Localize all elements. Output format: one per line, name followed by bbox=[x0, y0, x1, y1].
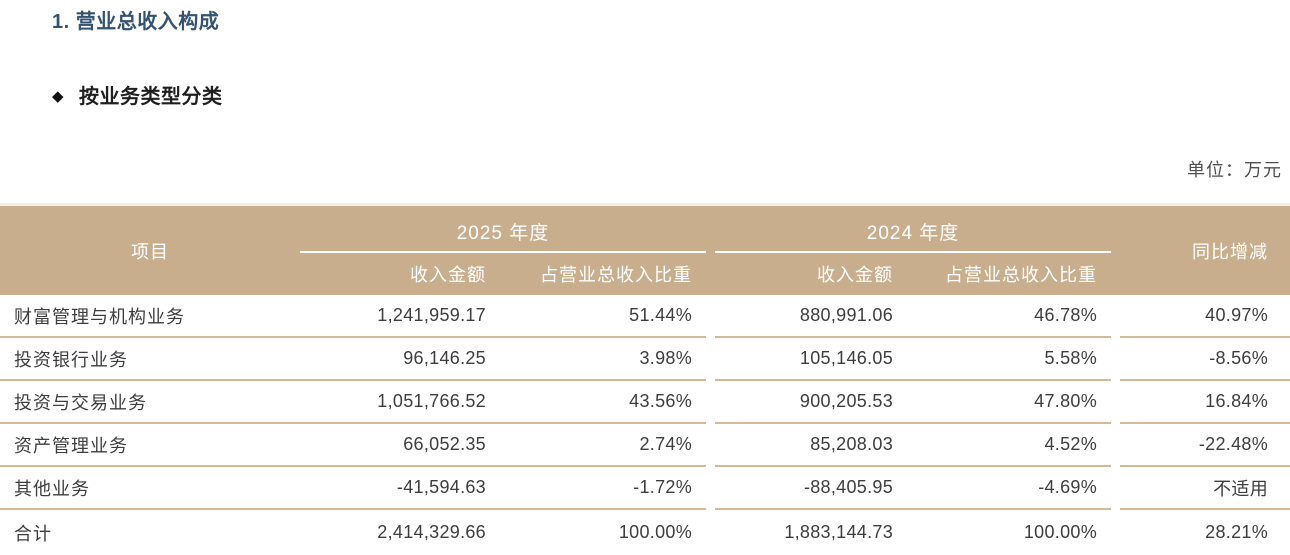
row-item-label: 其他业务 bbox=[0, 467, 300, 510]
cell-2024-amount: 85,208.03 bbox=[715, 424, 908, 467]
table-row: 财富管理与机构业务 1,241,959.17 51.44% 880,991.06… bbox=[0, 295, 1290, 338]
cell-spacer bbox=[1111, 338, 1121, 381]
header-2025-amount: 收入金额 bbox=[300, 253, 500, 295]
table-row: 资产管理业务 66,052.35 2.74% 85,208.03 4.52% -… bbox=[0, 424, 1290, 467]
cell-spacer bbox=[706, 467, 716, 510]
cell-2024-percent: 4.52% bbox=[907, 424, 1112, 467]
header-2024-percent: 占营业总收入比重 bbox=[907, 253, 1112, 295]
table-body: 财富管理与机构业务 1,241,959.17 51.44% 880,991.06… bbox=[0, 295, 1290, 555]
header-year-2024: 2024 年度 bbox=[715, 206, 1112, 253]
header-spacer bbox=[706, 206, 716, 295]
cell-2025-amount: 66,052.35 bbox=[300, 424, 500, 467]
unit-label: 单位：万元 bbox=[1187, 160, 1282, 180]
header-2025-percent: 占营业总收入比重 bbox=[500, 253, 707, 295]
cell-2024-percent: 47.80% bbox=[907, 381, 1112, 424]
section-subtitle-label: 按业务类型分类 bbox=[79, 86, 223, 108]
cell-yoy-change: 40.97% bbox=[1120, 295, 1290, 338]
cell-spacer bbox=[706, 295, 716, 338]
cell-yoy-change: -22.48% bbox=[1120, 424, 1290, 467]
header-spacer bbox=[1111, 206, 1121, 295]
cell-spacer bbox=[706, 510, 716, 555]
header-year-2025: 2025 年度 bbox=[300, 206, 707, 253]
cell-2024-amount: 105,146.05 bbox=[715, 338, 908, 381]
cell-2025-amount: 2,414,329.66 bbox=[300, 510, 500, 555]
cell-spacer bbox=[1111, 510, 1121, 555]
cell-2024-percent: 5.58% bbox=[907, 338, 1112, 381]
table-top-divider bbox=[0, 203, 1290, 206]
cell-yoy-change: -8.56% bbox=[1120, 338, 1290, 381]
cell-2024-amount: 1,883,144.73 bbox=[715, 510, 908, 555]
cell-yoy-change: 不适用 bbox=[1120, 467, 1290, 510]
cell-spacer bbox=[1111, 424, 1121, 467]
row-item-label: 资产管理业务 bbox=[0, 424, 300, 467]
cell-2025-amount: 1,241,959.17 bbox=[300, 295, 500, 338]
cell-2024-amount: 880,991.06 bbox=[715, 295, 908, 338]
cell-2025-percent: 2.74% bbox=[500, 424, 707, 467]
row-item-label: 投资与交易业务 bbox=[0, 381, 300, 424]
cell-2024-percent: -4.69% bbox=[907, 467, 1112, 510]
cell-spacer bbox=[1111, 295, 1121, 338]
page-title: 1. 营业总收入构成 bbox=[52, 11, 220, 33]
cell-yoy-change: 28.21% bbox=[1120, 510, 1290, 555]
cell-2025-percent: 51.44% bbox=[500, 295, 707, 338]
cell-2025-amount: 1,051,766.52 bbox=[300, 381, 500, 424]
diamond-bullet-icon: ◆ bbox=[52, 88, 65, 105]
row-item-label: 投资银行业务 bbox=[0, 338, 300, 381]
revenue-table: 项目 2025 年度 2024 年度 同比增减 收入金额 占营业总收入比重 收入… bbox=[0, 206, 1290, 555]
cell-2025-amount: -41,594.63 bbox=[300, 467, 500, 510]
cell-2024-percent: 46.78% bbox=[907, 295, 1112, 338]
cell-2024-amount: 900,205.53 bbox=[715, 381, 908, 424]
cell-2024-amount: -88,405.95 bbox=[715, 467, 908, 510]
cell-spacer bbox=[706, 424, 716, 467]
cell-2025-percent: 43.56% bbox=[500, 381, 707, 424]
table-header: 项目 2025 年度 2024 年度 同比增减 收入金额 占营业总收入比重 收入… bbox=[0, 206, 1290, 295]
table-row: 投资银行业务 96,146.25 3.98% 105,146.05 5.58% … bbox=[0, 338, 1290, 381]
header-item: 项目 bbox=[0, 206, 300, 295]
cell-spacer bbox=[1111, 467, 1121, 510]
cell-spacer bbox=[706, 381, 716, 424]
table-row: 投资与交易业务 1,051,766.52 43.56% 900,205.53 4… bbox=[0, 381, 1290, 424]
header-2024-amount: 收入金额 bbox=[715, 253, 908, 295]
cell-spacer bbox=[1111, 381, 1121, 424]
table-row: 其他业务 -41,594.63 -1.72% -88,405.95 -4.69%… bbox=[0, 467, 1290, 510]
cell-spacer bbox=[706, 338, 716, 381]
table-row-total: 合计 2,414,329.66 100.00% 1,883,144.73 100… bbox=[0, 510, 1290, 555]
cell-2025-percent: -1.72% bbox=[500, 467, 707, 510]
cell-yoy-change: 16.84% bbox=[1120, 381, 1290, 424]
row-item-label: 财富管理与机构业务 bbox=[0, 295, 300, 338]
row-item-label: 合计 bbox=[0, 510, 300, 555]
header-yoy-change: 同比增减 bbox=[1120, 206, 1290, 295]
cell-2025-percent: 3.98% bbox=[500, 338, 707, 381]
section-subtitle: ◆ 按业务类型分类 bbox=[52, 84, 223, 110]
cell-2025-amount: 96,146.25 bbox=[300, 338, 500, 381]
cell-2024-percent: 100.00% bbox=[907, 510, 1112, 555]
cell-2025-percent: 100.00% bbox=[500, 510, 707, 555]
